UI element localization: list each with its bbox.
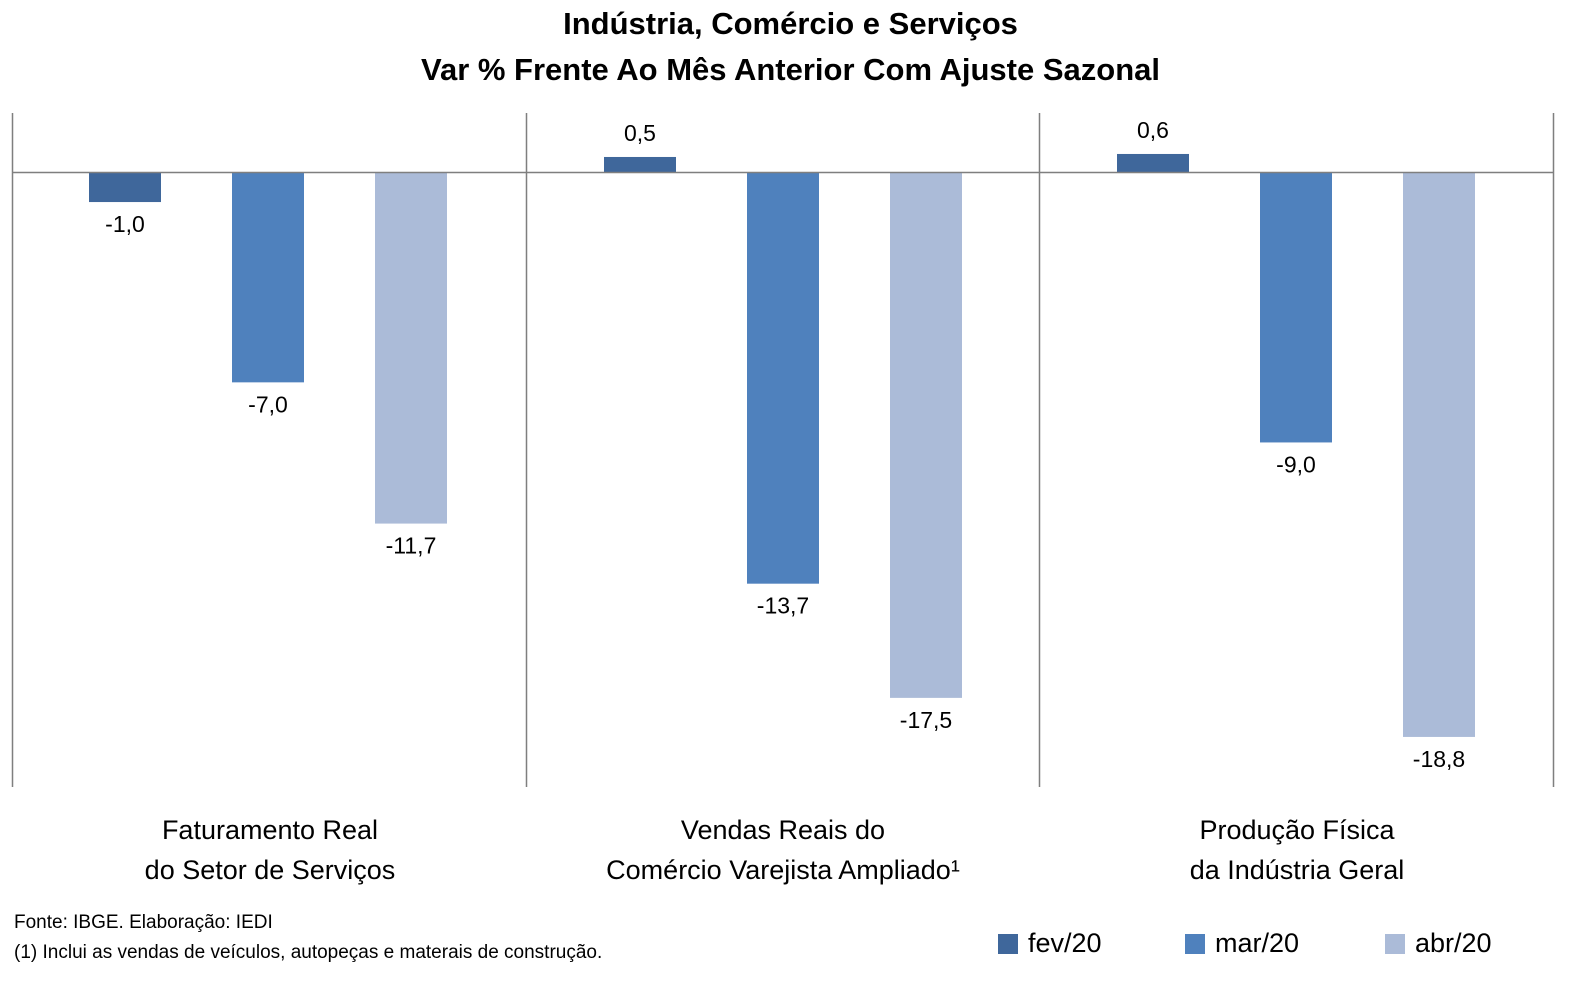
- bar: [1260, 172, 1332, 443]
- category-label-line: Faturamento Real: [161, 815, 379, 845]
- data-label: -13,7: [757, 593, 809, 619]
- category-label-comercio: Vendas Reais do Comércio Varejista Ampli…: [543, 810, 1023, 890]
- bar: [1403, 172, 1475, 737]
- category-label-line: Comércio Varejista Ampliado¹: [606, 855, 960, 885]
- bar: [232, 172, 304, 383]
- chart-title: Indústria, Comércio e Serviços: [563, 6, 1018, 41]
- bar: [604, 156, 676, 172]
- data-label: -1,0: [105, 211, 145, 237]
- category-label-line: da Indústria Geral: [1189, 855, 1405, 885]
- source-note: Fonte: IBGE. Elaboração: IEDI: [14, 912, 273, 933]
- bar: [1117, 153, 1189, 172]
- footnote: (1) Inclui as vendas de veículos, autope…: [14, 942, 603, 963]
- bar: [89, 172, 161, 203]
- chart-subtitle: Var % Frente Ao Mês Anterior Com Ajuste …: [421, 52, 1160, 87]
- legend-label: fev/20: [1028, 928, 1102, 958]
- category-label-line: do Setor de Serviços: [144, 855, 396, 885]
- legend-swatch: [1385, 933, 1405, 954]
- category-label-line: Produção Física: [1199, 815, 1395, 845]
- category-label-line: Vendas Reais do: [680, 815, 886, 845]
- data-label: 0,6: [1137, 117, 1169, 143]
- bar: [747, 172, 819, 584]
- data-label: -17,5: [900, 707, 952, 733]
- data-label: -18,8: [1413, 746, 1465, 772]
- bar: [890, 172, 962, 698]
- legend-item-abr20: abr/20: [1385, 928, 1492, 959]
- legend-label: abr/20: [1415, 928, 1492, 958]
- legend-label: mar/20: [1215, 928, 1300, 958]
- data-label: -7,0: [248, 391, 288, 417]
- legend-swatch: [1185, 933, 1205, 954]
- bar: [375, 172, 447, 524]
- data-label: -9,0: [1276, 451, 1316, 477]
- category-label-servicos: Faturamento Real do Setor de Serviços: [30, 810, 510, 890]
- legend-item-fev20: fev/20: [998, 928, 1102, 959]
- legend-item-mar20: mar/20: [1185, 928, 1299, 959]
- legend-swatch: [998, 933, 1018, 954]
- data-label: -11,7: [386, 533, 437, 559]
- data-label: 0,5: [624, 120, 656, 146]
- category-label-industria: Produção Física da Indústria Geral: [1057, 810, 1537, 890]
